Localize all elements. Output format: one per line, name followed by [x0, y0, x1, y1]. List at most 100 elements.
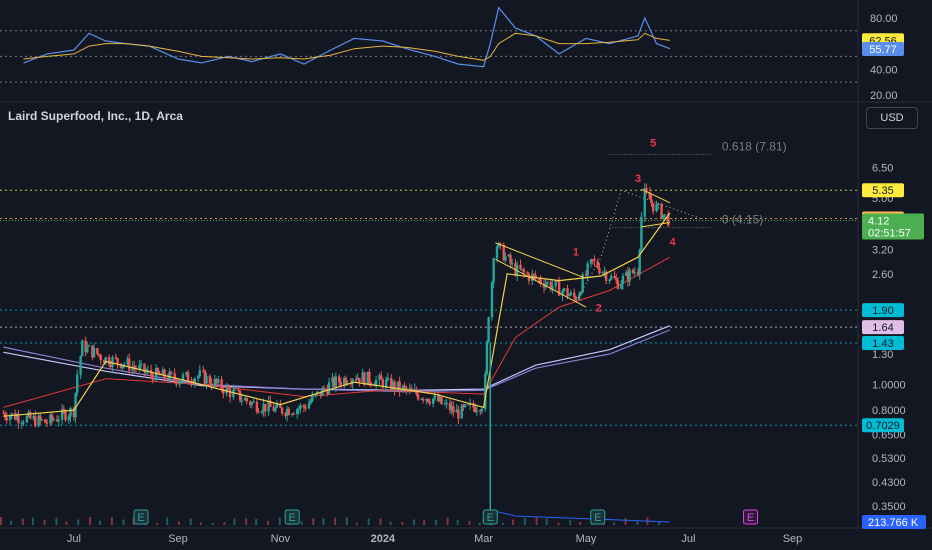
- candle-body: [243, 398, 247, 401]
- candle-body: [245, 398, 249, 402]
- candle-body: [598, 267, 601, 274]
- price-tick-label: 0.6500: [872, 429, 906, 441]
- candle-body: [22, 422, 25, 424]
- candle-body: [114, 357, 118, 359]
- candle-body: [309, 401, 312, 404]
- candle-body: [405, 387, 408, 390]
- candle-body: [228, 389, 232, 398]
- candle-body: [625, 272, 628, 276]
- candle-body: [186, 372, 190, 382]
- candle-body: [522, 269, 526, 273]
- candle-body: [185, 372, 188, 375]
- candle-body: [299, 405, 302, 409]
- volume-bar: [21, 518, 24, 525]
- candle-body: [133, 366, 136, 368]
- candle-body: [593, 259, 596, 262]
- candle-body: [542, 283, 546, 288]
- candle-body: [13, 413, 17, 420]
- candle-body: [445, 402, 448, 404]
- candle-body: [5, 417, 8, 421]
- candle-body: [426, 398, 430, 402]
- candle-body: [502, 244, 505, 261]
- candle-body: [485, 341, 489, 374]
- candle-body: [462, 405, 465, 408]
- volume-ma-line: [490, 509, 670, 523]
- candle-body: [420, 398, 423, 400]
- candle-body: [29, 412, 32, 419]
- volume-bar: [110, 517, 113, 525]
- price-level-badge-label: 1.64: [872, 322, 893, 334]
- candle-body: [292, 413, 296, 415]
- candle-body: [497, 242, 500, 247]
- candle-body: [656, 203, 660, 205]
- candle-body: [205, 375, 208, 384]
- candle-body: [586, 263, 589, 276]
- candle-body: [557, 281, 561, 296]
- candle-body: [569, 292, 573, 295]
- candle-body: [10, 413, 13, 417]
- candle-body: [479, 410, 482, 412]
- volume-bar: [322, 518, 325, 525]
- candle-body: [358, 377, 361, 383]
- candle-body: [413, 389, 416, 391]
- volume-bar: [233, 518, 236, 525]
- candle-body: [596, 261, 599, 268]
- volume-bar: [345, 517, 348, 525]
- volume-bar: [446, 517, 449, 525]
- candle-body: [655, 204, 658, 212]
- candle-body: [633, 272, 636, 274]
- volume-bar: [523, 518, 526, 525]
- candle-body: [274, 407, 277, 412]
- candle-body: [97, 353, 101, 356]
- candle-body: [507, 254, 510, 257]
- candle-body: [250, 402, 254, 405]
- candle-body: [257, 411, 260, 413]
- volume-bar: [658, 522, 661, 525]
- candle-body: [354, 379, 358, 381]
- candle-body: [463, 404, 467, 408]
- candle-body: [198, 370, 202, 377]
- price-tick-label: 6.50: [872, 163, 893, 175]
- candle-body: [284, 413, 287, 416]
- candle-body: [566, 288, 569, 297]
- candle-body: [337, 376, 341, 383]
- candle-body: [437, 395, 440, 402]
- candle-body: [163, 369, 166, 378]
- time-tick-label: May: [576, 533, 597, 545]
- candle-body: [573, 292, 576, 298]
- candle-body: [487, 317, 490, 342]
- volume-bar: [579, 522, 582, 525]
- flag-line-lower: [641, 221, 671, 228]
- earnings-marker: [284, 509, 300, 525]
- candle-body: [3, 413, 7, 418]
- earnings-marker-label: E: [137, 512, 144, 524]
- candle-body: [138, 365, 141, 370]
- wave-label-5: 5: [650, 137, 656, 149]
- candle-body: [156, 368, 160, 373]
- candle-body: [428, 401, 432, 404]
- candle-body: [579, 292, 583, 295]
- volume-bar: [636, 521, 639, 525]
- candle-body: [248, 401, 252, 405]
- candle-body: [302, 405, 306, 408]
- volume-bar: [199, 522, 202, 525]
- candle-body: [213, 378, 217, 387]
- price-tick-label: 0.5300: [872, 453, 906, 465]
- volume-bar: [77, 519, 80, 525]
- candle-body: [410, 388, 413, 390]
- candle-body: [662, 214, 665, 219]
- rsi-badge-label: 55.77: [869, 44, 897, 56]
- candle-body: [237, 389, 240, 391]
- candle-body: [123, 364, 126, 366]
- candle-body: [269, 400, 272, 408]
- volume-bar: [55, 517, 58, 525]
- candle-body: [492, 258, 495, 283]
- candle-body: [69, 408, 72, 417]
- candle-body: [472, 403, 475, 408]
- current-price-label: 4.12: [868, 215, 889, 227]
- candle-body: [578, 294, 581, 301]
- candle-body: [119, 363, 123, 369]
- currency-selector[interactable]: USD: [866, 107, 918, 129]
- candle-body: [175, 379, 178, 385]
